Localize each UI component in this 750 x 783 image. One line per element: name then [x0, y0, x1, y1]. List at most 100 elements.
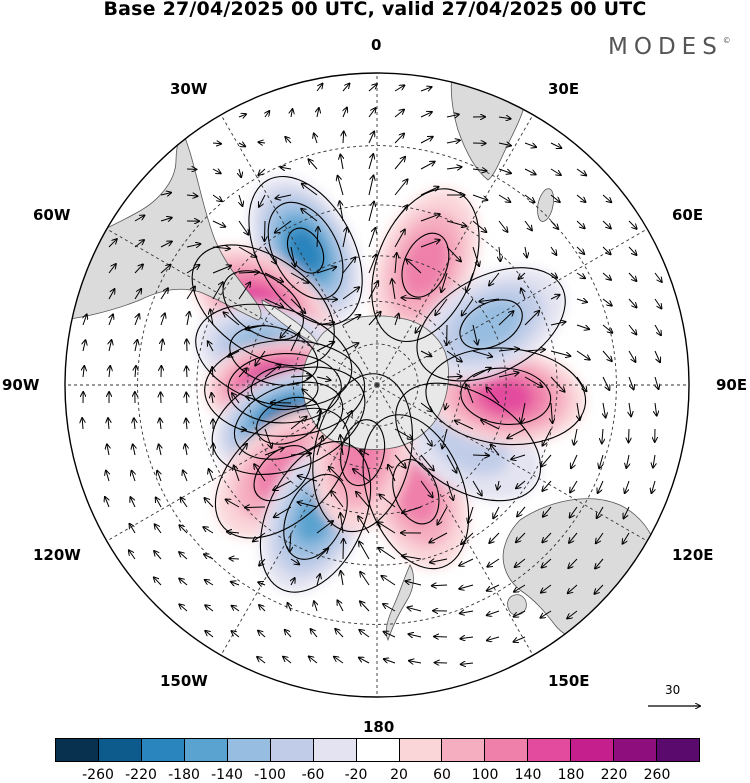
wind-vector: [274, 506, 292, 517]
wind-vector: [264, 272, 283, 282]
wind-vector: [132, 471, 135, 482]
wind-vector: [342, 227, 347, 248]
wind-vector: [395, 314, 399, 326]
wind-vector: [212, 367, 213, 378]
wind-vector: [134, 289, 141, 300]
wind-vector: [598, 480, 604, 493]
lon-label-60w: 60W: [33, 206, 71, 224]
wind-vector: [651, 480, 655, 493]
wind-vector: [466, 272, 474, 292]
wind-vector: [129, 550, 136, 560]
wind-vector: [290, 558, 299, 564]
wind-vector: [239, 168, 241, 177]
wind-vector: [342, 315, 360, 326]
wind-vector: [435, 298, 448, 315]
contour-line: [401, 232, 450, 298]
wind-vector: [507, 428, 526, 438]
wind-vector: [160, 241, 172, 248]
wind-vector: [394, 454, 406, 468]
contour-line: [459, 299, 523, 350]
wind-vector: [228, 350, 240, 357]
wind-vector: [472, 169, 487, 171]
colorbar-swatch: [614, 739, 658, 761]
wind-vector: [394, 205, 407, 222]
wind-vector: [161, 313, 165, 326]
colorbar-swatch: [528, 739, 572, 761]
wind-vector: [498, 194, 510, 202]
lon-label-120w: 120W: [33, 546, 81, 564]
wind-vector: [576, 324, 589, 329]
wind-vector: [602, 298, 612, 306]
wind-vector: [498, 117, 511, 119]
wind-vector: [384, 632, 396, 638]
colorbar-swatch: [270, 739, 314, 761]
wind-vector: [576, 168, 586, 175]
wind-vector: [342, 257, 355, 274]
wind-vector: [498, 220, 507, 232]
wind-vector: [356, 492, 370, 508]
wind-vector: [378, 522, 396, 534]
wind-vector: [275, 220, 292, 233]
wind-vector: [358, 516, 370, 534]
wind-vector: [186, 287, 195, 300]
wind-vector: [308, 159, 318, 170]
colorbar-tick-label: -60: [301, 767, 325, 783]
wind-vector: [623, 532, 630, 544]
wind-vector: [368, 176, 373, 196]
wind-vector: [340, 513, 343, 534]
wind-vector: [524, 142, 536, 147]
wind-vector: [420, 214, 440, 222]
wind-vector: [568, 558, 578, 568]
wind-vector: [314, 133, 317, 144]
wind-vector: [487, 637, 500, 640]
wind-vector: [550, 376, 565, 392]
wind-vector: [597, 506, 604, 518]
wind-vector: [253, 532, 266, 541]
colorbar-tick-label: 260: [643, 767, 671, 783]
contour-line: [259, 441, 372, 593]
wind-vector: [628, 220, 637, 229]
wind-vector: [429, 532, 448, 542]
wind-vector: [109, 340, 112, 352]
wind-vector: [337, 600, 344, 612]
latitude-circle: [292, 300, 462, 470]
wind-vector: [550, 273, 557, 278]
wind-vector: [628, 376, 634, 389]
wind-vector: [596, 532, 604, 543]
wind-vector: [455, 421, 474, 430]
wind-vector: [161, 340, 163, 352]
wind-vector: [602, 220, 611, 228]
lon-label-0: 0: [371, 36, 382, 54]
colorbar-tick-label: 20: [390, 767, 408, 783]
wind-vector: [186, 419, 187, 430]
lon-label-150e: 150E: [548, 672, 590, 690]
wind-vector: [499, 246, 500, 261]
colorbar-tick-label: 60: [433, 767, 451, 783]
wind-vector: [420, 454, 434, 470]
colorbar-tick-label: -260: [82, 767, 114, 783]
lon-label-60e: 60E: [672, 206, 704, 224]
wind-vector: [334, 657, 344, 664]
wind-vector: [258, 142, 266, 143]
wind-vector: [405, 581, 422, 586]
wind-vector: [205, 580, 214, 586]
wind-vector: [238, 429, 246, 430]
wind-vector: [179, 552, 188, 560]
wind-vector: [134, 240, 144, 248]
meridian-line: [220, 384, 378, 656]
wind-vector: [541, 454, 552, 466]
wind-vector: [238, 444, 247, 456]
wind-vector: [160, 418, 161, 430]
wind-vector: [368, 312, 381, 326]
wind-vector: [446, 220, 466, 226]
wind-vector: [360, 601, 370, 612]
wind-vector: [420, 350, 431, 356]
wind-vector: [133, 444, 135, 456]
wind-vector: [462, 298, 474, 315]
wind-vector: [626, 454, 629, 468]
modes-logo: MODES©: [608, 34, 731, 60]
wind-vector: [568, 584, 578, 593]
wind-vector: [493, 506, 500, 518]
wind-vector: [524, 194, 534, 202]
wind-vector: [290, 532, 291, 552]
